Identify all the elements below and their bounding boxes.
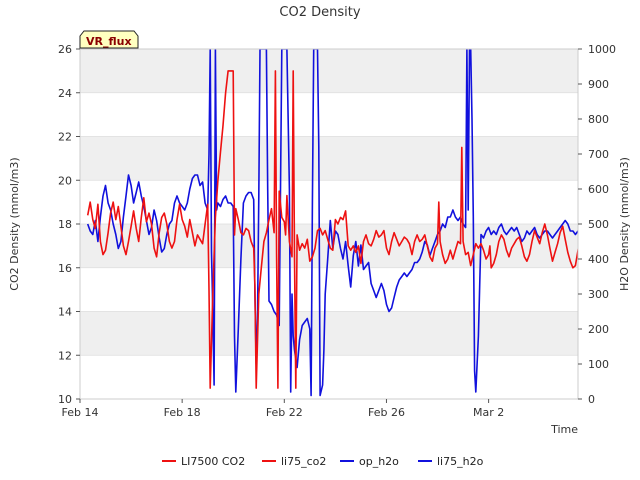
y-left-tick-label: 12 [58, 349, 72, 362]
plot-series [86, 49, 578, 397]
background-bands [80, 49, 578, 356]
x-tick-label: Feb 22 [266, 406, 303, 419]
axis-ticks: 10 12 14 16 18 20 22 24 26 0 100 200 300 400 500 600 700… [58, 43, 616, 419]
x-tick-label: Feb 18 [164, 406, 201, 419]
y-right-tick-label: 800 [588, 113, 609, 126]
y-axis-right-title: H2O Density (mmol/m3) [618, 157, 631, 291]
flux-badge: VR_flux [79, 30, 139, 49]
legend: LI7500 CO2 li75_co2 op_h2o li75_h2o [162, 455, 484, 468]
legend-label: op_h2o [359, 455, 399, 468]
badge-shape [79, 30, 139, 49]
y-left-tick-label: 26 [58, 43, 72, 56]
chart-title: CO2 Density [279, 5, 360, 20]
legend-label: li75_co2 [281, 455, 326, 468]
badge-label: VR_flux [86, 35, 132, 48]
li7500-co2-line [86, 70, 578, 389]
y-left-tick-label: 24 [58, 87, 72, 100]
legend-label: LI7500 CO2 [181, 455, 245, 468]
x-tick-label: Mar 2 [473, 406, 504, 419]
y-right-tick-label: 300 [588, 288, 609, 301]
y-left-tick-label: 18 [58, 218, 72, 231]
y-right-tick-label: 100 [588, 358, 609, 371]
op-h2o-line [86, 49, 578, 397]
x-tick-label: Feb 14 [62, 406, 99, 419]
y-right-tick-label: 400 [588, 253, 609, 266]
background-band [80, 311, 578, 356]
y-right-tick-label: 0 [588, 393, 595, 406]
y-right-tick-label: 600 [588, 183, 609, 196]
y-left-tick-label: 10 [58, 393, 72, 406]
background-band [80, 136, 578, 181]
y-left-tick-label: 22 [58, 131, 72, 144]
legend-label: li75_h2o [437, 455, 484, 468]
x-axis-title: Time [550, 423, 578, 436]
x-tick-label: Feb 26 [368, 406, 405, 419]
y-right-tick-label: 900 [588, 78, 609, 91]
y-left-tick-label: 20 [58, 174, 72, 187]
y-left-tick-label: 16 [58, 262, 72, 275]
y-right-tick-label: 200 [588, 323, 609, 336]
background-band [80, 49, 578, 93]
y-right-tick-label: 1000 [588, 43, 616, 56]
y-right-tick-label: 500 [588, 218, 609, 231]
y-right-tick-label: 700 [588, 148, 609, 161]
y-left-tick-label: 14 [58, 306, 72, 319]
y-axis-left-title: CO2 Density (mmol/m3) [8, 157, 21, 290]
